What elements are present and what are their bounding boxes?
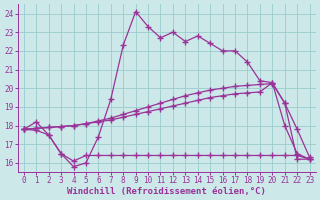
X-axis label: Windchill (Refroidissement éolien,°C): Windchill (Refroidissement éolien,°C) bbox=[67, 187, 266, 196]
